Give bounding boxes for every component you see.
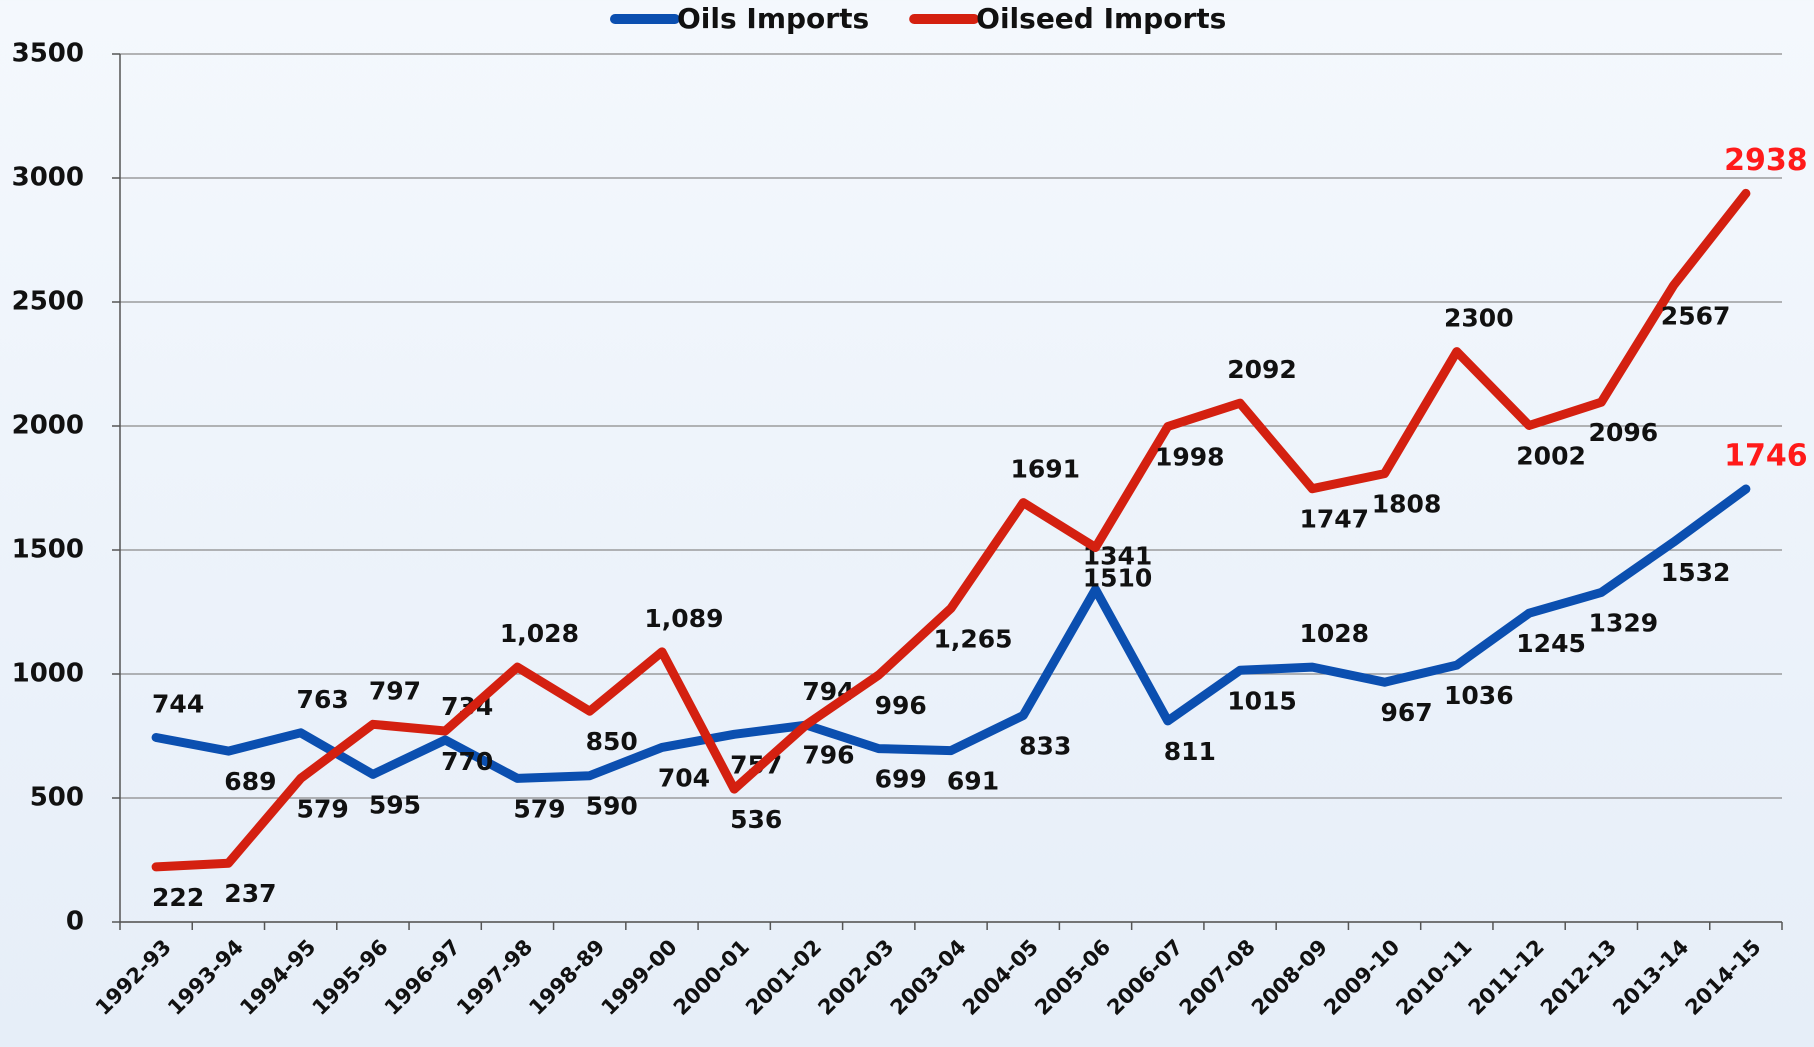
data-label: 1808 [1372, 490, 1442, 519]
data-label: 1998 [1155, 442, 1225, 471]
y-tick-label: 500 [30, 783, 84, 813]
x-tick-label: 1998-89 [524, 935, 609, 1020]
data-label: 2096 [1589, 418, 1659, 447]
x-tick-label: 1995-96 [308, 935, 393, 1020]
x-tick-label: 2002-03 [813, 935, 898, 1020]
y-tick-label: 3500 [12, 39, 84, 69]
data-label: 1329 [1589, 608, 1659, 637]
data-label: 1028 [1300, 619, 1370, 648]
data-label: 797 [369, 676, 421, 705]
data-label: 1691 [1010, 455, 1080, 484]
x-tick-label: 1993-94 [163, 935, 248, 1020]
data-label: 579 [513, 794, 565, 823]
series-line [151, 484, 1751, 783]
data-label: 595 [369, 790, 421, 819]
x-tick-label: 2000-01 [669, 935, 754, 1020]
data-label: 1747 [1300, 505, 1370, 534]
data-label: 744 [152, 689, 204, 718]
data-label: 590 [586, 792, 638, 821]
data-label: 536 [730, 805, 782, 834]
data-label: 2567 [1661, 301, 1731, 330]
x-tick-label: 2007-08 [1175, 935, 1260, 1020]
data-label: 763 [297, 685, 349, 714]
data-label: 2092 [1227, 355, 1297, 384]
data-label: 699 [875, 765, 927, 794]
data-label: 1036 [1444, 681, 1514, 710]
x-tick-label: 1994-95 [235, 935, 320, 1020]
data-label: 691 [947, 767, 999, 796]
legend-label: Oilseed Imports [976, 2, 1226, 35]
data-label: 1245 [1516, 629, 1586, 658]
data-label: 796 [802, 741, 854, 770]
x-tick-label: 2011-12 [1464, 935, 1549, 1020]
x-tick-label: 2014-15 [1681, 935, 1766, 1020]
data-label: 1532 [1661, 558, 1731, 587]
x-tick-label: 2006-07 [1102, 935, 1187, 1020]
data-label: 811 [1164, 737, 1216, 766]
data-label: 2002 [1516, 442, 1586, 471]
data-label: 704 [658, 763, 710, 792]
y-tick-label: 3000 [12, 163, 84, 193]
data-label: 967 [1380, 698, 1432, 727]
data-label: 2938 [1724, 143, 1808, 178]
data-label: 1,028 [500, 619, 579, 648]
x-tick-label: 1997-98 [452, 935, 537, 1020]
legend-label: Oils Imports [677, 2, 869, 35]
data-label: 2300 [1444, 304, 1514, 333]
data-label: 833 [1019, 731, 1071, 760]
data-label: 579 [297, 794, 349, 823]
data-label: 1,089 [644, 604, 723, 633]
data-label: 689 [224, 767, 276, 796]
y-tick-label: 1000 [12, 659, 84, 689]
data-label: 222 [152, 883, 204, 912]
x-tick-label: 2003-04 [886, 935, 971, 1020]
data-label: 1746 [1724, 438, 1808, 473]
x-tick-label: 2008-09 [1247, 935, 1332, 1020]
x-tick-label: 1996-97 [380, 935, 465, 1020]
data-label: 850 [586, 727, 638, 756]
data-label: 1,265 [933, 624, 1012, 653]
data-label: 770 [441, 747, 493, 776]
y-tick-label: 2000 [12, 411, 84, 441]
x-tick-label: 2009-10 [1319, 935, 1404, 1020]
y-tick-label: 2500 [12, 287, 84, 317]
x-tick-label: 2004-05 [958, 935, 1043, 1020]
y-tick-label: 1500 [12, 535, 84, 565]
x-tick-label: 2010-11 [1391, 935, 1476, 1020]
x-tick-label: 2013-14 [1608, 935, 1693, 1020]
data-label: 1015 [1227, 686, 1297, 715]
x-tick-label: 2001-02 [741, 935, 826, 1020]
data-label: 1510 [1083, 564, 1153, 593]
data-label: 237 [224, 879, 276, 908]
series-line [151, 188, 1751, 872]
x-tick-label: 2012-13 [1536, 935, 1621, 1020]
x-tick-label: 1999-00 [597, 935, 682, 1020]
data-label: 996 [875, 691, 927, 720]
y-tick-label: 0 [66, 907, 84, 937]
x-tick-label: 2005-06 [1030, 935, 1115, 1020]
x-tick-label: 1992-93 [91, 935, 176, 1020]
